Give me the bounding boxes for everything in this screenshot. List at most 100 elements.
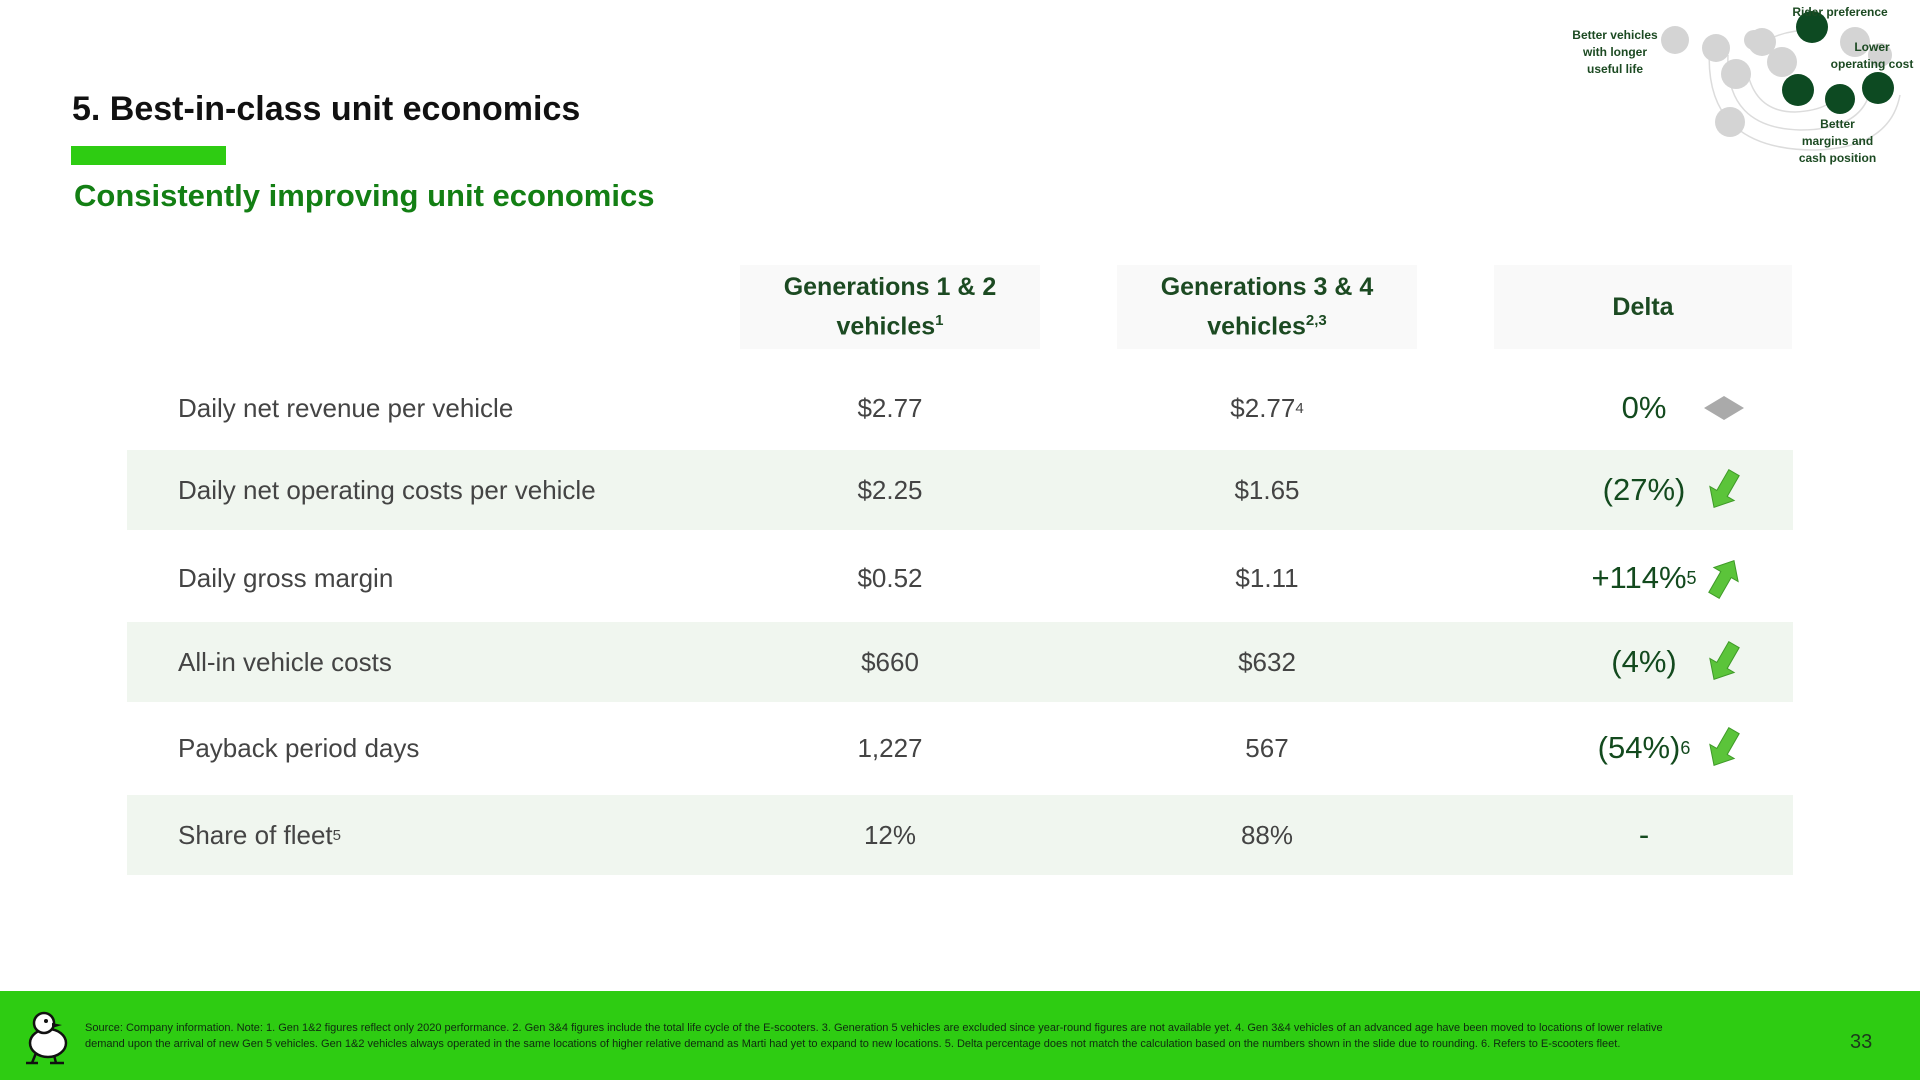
gen34-value-text: $1.11 bbox=[1235, 562, 1299, 593]
gen34-value: 567 bbox=[1117, 708, 1417, 788]
diagram-label-rider-preference: Rider preference bbox=[1775, 4, 1905, 21]
table-row: Daily net operating costs per vehicle $2.… bbox=[127, 450, 1793, 530]
gen12-value: $0.52 bbox=[740, 538, 1040, 618]
gen12-value-text: 12% bbox=[863, 819, 917, 850]
diagram-node-dark bbox=[1862, 72, 1894, 104]
slide-subtitle: Consistently improving unit economics bbox=[74, 178, 655, 213]
diagram-node-light bbox=[1715, 107, 1745, 137]
gen12-value-text: $2.25 bbox=[857, 474, 923, 505]
diagram-label-better-margins: Better margins and cash position bbox=[1785, 116, 1890, 167]
diagram-node-light bbox=[1702, 34, 1730, 62]
delta-value-text: (4%) bbox=[1611, 644, 1677, 679]
table-row: Daily net revenue per vehicle $2.77 $2.77 4… bbox=[127, 368, 1793, 448]
arrow-down-icon bbox=[1694, 708, 1754, 788]
table-row: Daily gross margin $0.52 $1.11 +114% 5 bbox=[127, 538, 1793, 618]
diagram-label-line: Better vehicles bbox=[1572, 28, 1658, 42]
diagram-label-line: operating cost bbox=[1830, 57, 1914, 71]
diagram-node-light bbox=[1661, 26, 1689, 54]
gen34-value-text: $632 bbox=[1238, 646, 1296, 677]
gen12-value: $2.25 bbox=[740, 450, 1040, 530]
table-row: Payback period days 1,227 567 (54%) 6 bbox=[127, 708, 1793, 788]
row-label: Payback period days bbox=[178, 708, 419, 788]
row-label-text: Daily net operating costs per vehicle bbox=[178, 474, 596, 505]
delta-value: (54%) 6 bbox=[1494, 708, 1794, 788]
gen12-value-text: $2.77 bbox=[857, 392, 923, 423]
row-label: Share of fleet 5 bbox=[178, 795, 341, 875]
delta-value: (4%) bbox=[1494, 622, 1794, 702]
footer-bar: Source: Company information. Note: 1. Ge… bbox=[0, 991, 1920, 1080]
diagram-label-line: useful life bbox=[1586, 62, 1643, 76]
page-number: 33 bbox=[1850, 1031, 1873, 1053]
row-label-text: Payback period days bbox=[178, 732, 420, 763]
row-label: All-in vehicle costs bbox=[178, 622, 392, 702]
gen34-value-text: 88% bbox=[1240, 819, 1294, 850]
footnote-ref: 2,3 bbox=[1305, 311, 1327, 329]
mascot-logo-icon bbox=[26, 1011, 68, 1065]
diagram-label-text: Rider preference bbox=[1792, 5, 1888, 19]
diagram-label-line: Lower bbox=[1854, 40, 1890, 54]
footnote-ref: 5 bbox=[332, 826, 341, 844]
flywheel-graphic bbox=[1661, 11, 1901, 151]
diagram-node-light bbox=[1868, 43, 1892, 67]
row-label-text: Daily net revenue per vehicle bbox=[178, 392, 514, 423]
diagram-node-light bbox=[1721, 59, 1751, 89]
gen12-value-text: 1,227 bbox=[857, 732, 923, 763]
diagram-node-dark bbox=[1782, 74, 1814, 106]
gen34-value: $2.77 4 bbox=[1117, 368, 1417, 448]
diamond-icon bbox=[1694, 368, 1754, 448]
delta-value: 0% bbox=[1494, 368, 1794, 448]
diagram-node-light bbox=[1767, 47, 1797, 77]
arrow-down-icon bbox=[1694, 622, 1754, 702]
delta-value: (27%) bbox=[1494, 450, 1794, 530]
source-note: Source: Company information. Note: 1. Ge… bbox=[85, 1022, 1663, 1050]
column-header-text: Delta bbox=[1612, 292, 1674, 321]
row-label-text: All-in vehicle costs bbox=[178, 646, 392, 677]
footnote-ref: 1 bbox=[935, 311, 944, 329]
diagram-node-dark bbox=[1825, 84, 1855, 114]
gen34-value: $632 bbox=[1117, 622, 1417, 702]
column-header-line: vehicles1 bbox=[784, 304, 997, 343]
diagram-node-light bbox=[1840, 27, 1870, 57]
row-label-text: Daily gross margin bbox=[178, 562, 394, 593]
gen34-value-text: $1.65 bbox=[1234, 474, 1300, 505]
flywheel-diagram: Rider preference Better vehicles with lo… bbox=[1550, 0, 1920, 175]
diagram-label-better-vehicles: Better vehicles with longer useful life bbox=[1560, 27, 1670, 78]
delta-value-text: (54%) bbox=[1597, 730, 1681, 765]
diagram-label-line: margins and bbox=[1801, 134, 1874, 148]
gen34-value: 88% bbox=[1117, 795, 1417, 875]
delta-value-text: +114% bbox=[1591, 560, 1687, 595]
diagram-label-line: Better bbox=[1820, 117, 1855, 131]
gen12-value-text: $0.52 bbox=[857, 562, 923, 593]
gen12-value: $2.77 bbox=[740, 368, 1040, 448]
column-header-line: Generations 1 & 2 bbox=[783, 272, 997, 301]
delta-value-text: - bbox=[1638, 817, 1650, 852]
footnote-ref: 4 bbox=[1295, 399, 1304, 417]
diagram-node-dark bbox=[1796, 11, 1828, 43]
column-header-text: vehicles bbox=[836, 312, 936, 341]
gen12-value: 12% bbox=[740, 795, 1040, 875]
gen34-value-text: $2.77 bbox=[1230, 392, 1296, 423]
row-label-text: Share of fleet bbox=[178, 819, 333, 850]
column-header-line: vehicles2,3 bbox=[1161, 304, 1374, 343]
column-header-text: vehicles bbox=[1207, 312, 1306, 341]
row-label: Daily net revenue per vehicle bbox=[178, 368, 513, 448]
column-header-gen12: Generations 1 & 2 vehicles1 bbox=[740, 265, 1040, 349]
column-header-gen34: Generations 3 & 4 vehicles2,3 bbox=[1117, 265, 1417, 349]
arrow-up-icon bbox=[1694, 538, 1754, 618]
delta-value: +114% 5 bbox=[1494, 538, 1794, 618]
footnote-ref: 6 bbox=[1680, 737, 1691, 758]
row-label: Daily gross margin bbox=[178, 538, 393, 618]
gen12-value-text: $660 bbox=[861, 646, 919, 677]
row-label: Daily net operating costs per vehicle bbox=[178, 450, 596, 530]
table-row: All-in vehicle costs $660 $632 (4%) bbox=[127, 622, 1793, 702]
gen34-value-text: 567 bbox=[1245, 732, 1289, 763]
column-header-line: Generations 3 & 4 bbox=[1160, 272, 1374, 301]
gen34-value: $1.65 bbox=[1117, 450, 1417, 530]
delta-value-text: 0% bbox=[1621, 390, 1667, 425]
title-accent-bar bbox=[71, 146, 226, 165]
delta-value-text: (27%) bbox=[1602, 472, 1686, 507]
diagram-label-lower-cost: Lower operating cost bbox=[1822, 39, 1920, 73]
arrow-down-icon bbox=[1694, 450, 1754, 530]
diagram-node-light bbox=[1744, 30, 1764, 50]
table-row: Share of fleet 5 12% 88% - bbox=[127, 795, 1793, 875]
